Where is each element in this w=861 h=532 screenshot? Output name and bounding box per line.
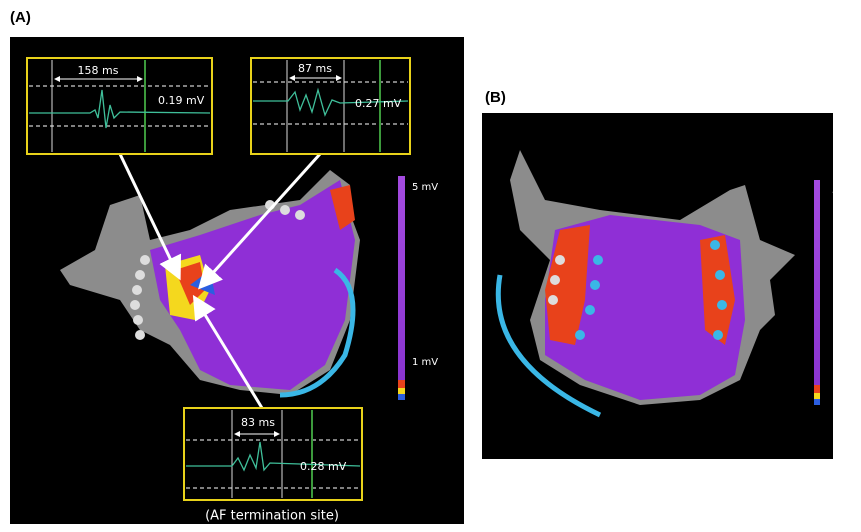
scale-bottom: 1 mV: [832, 360, 858, 371]
signal-inset: 87 ms 0.27 mV: [251, 58, 410, 154]
signal-inset: 158 ms 0.19 mV: [27, 58, 212, 154]
duration: 87 ms: [298, 62, 332, 75]
scale-top: 5 mV: [412, 182, 438, 193]
caption: (AF termination site): [205, 509, 339, 524]
signal-inset: 83 ms 0.28 mV: [184, 408, 362, 500]
scale-bottom: 1 mV: [412, 357, 438, 368]
amplitude: 0.27 mV: [355, 97, 402, 110]
panel-label: (B): [485, 89, 506, 106]
duration: 158 ms: [78, 64, 119, 77]
duration: 83 ms: [241, 416, 275, 429]
figure: (A) 5 mV 1 mV 158 ms 0.19 mV 87: [0, 0, 861, 532]
panel-label: (A): [10, 9, 31, 26]
amplitude: 0.19 mV: [158, 94, 205, 107]
scale-top: 5 mV: [832, 185, 858, 196]
colorbar-a: [398, 176, 405, 400]
amplitude: 0.28 mV: [300, 460, 347, 473]
colorbar-b: [814, 180, 820, 405]
